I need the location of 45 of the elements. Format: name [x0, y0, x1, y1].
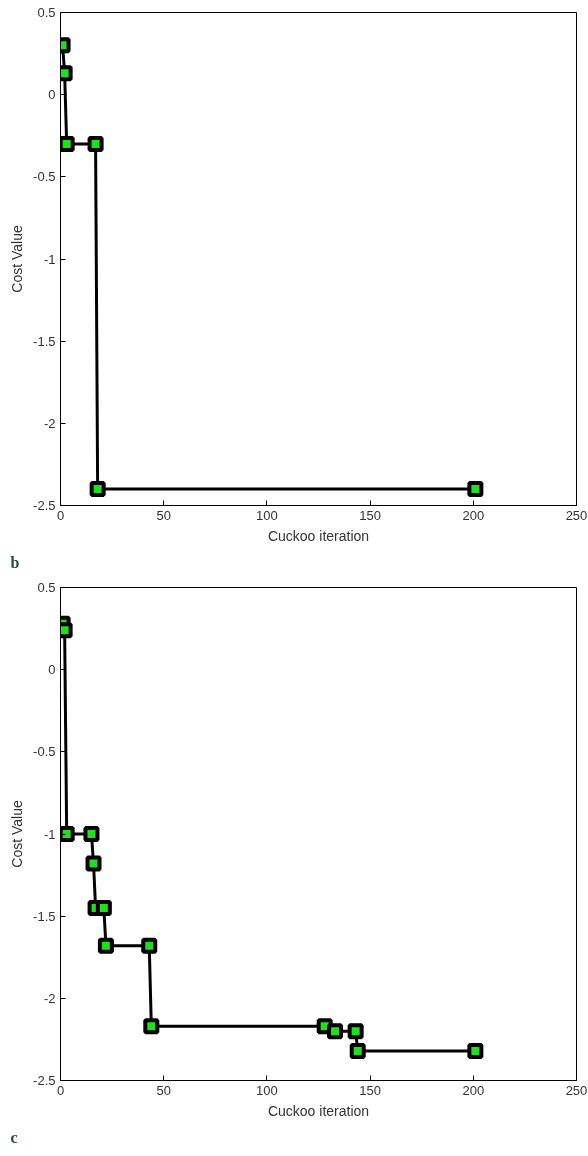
y-tick-label: -0.5: [33, 744, 56, 760]
point: [83, 826, 100, 842]
y-tick-label: 0: [48, 87, 56, 103]
x-axis-title: Cuckoo iteration: [267, 527, 370, 544]
x-axis-title: Cuckoo iteration: [267, 1102, 370, 1119]
text: c: [10, 1128, 18, 1146]
x-tick-label: 50: [156, 507, 171, 523]
y-tick-label: -1.5: [33, 333, 56, 349]
y-axis-title: Cost Value: [9, 800, 26, 868]
x-tick-label: 150: [359, 1082, 381, 1098]
y-tick-label: -2.5: [33, 1073, 56, 1088]
point: [467, 1042, 484, 1059]
y-tick-label: -2: [43, 990, 56, 1006]
point: [95, 899, 112, 916]
y-tick-label: -1: [43, 826, 56, 842]
y-tick-label: 0.5: [37, 580, 56, 595]
point: [60, 135, 75, 152]
text: b: [10, 553, 20, 571]
y-tick-label: -1.5: [33, 908, 56, 924]
point: [327, 1023, 344, 1040]
x-tick-label: 200: [462, 1082, 485, 1098]
y-tick-label: 0: [48, 662, 56, 678]
x-tick-label: 100: [256, 507, 278, 523]
point: [89, 481, 106, 498]
y-tick-label: -0.5: [33, 169, 56, 185]
y-tick-label: 0.5: [37, 5, 56, 20]
point: [347, 1023, 364, 1040]
point: [143, 1018, 160, 1035]
y-tick-label: -2.5: [33, 498, 56, 513]
point: [97, 937, 114, 954]
x-tick-label: 250: [565, 1082, 588, 1098]
x-tick-label: 200: [462, 507, 485, 523]
point: [141, 937, 158, 954]
point: [60, 826, 75, 842]
x-tick-label: 250: [565, 507, 588, 523]
y-tick-label: -2: [43, 415, 56, 431]
point: [87, 135, 104, 152]
y-axis-title: Cost Value: [9, 225, 26, 293]
y-tick-label: -1: [43, 251, 56, 267]
point: [349, 1042, 366, 1059]
point: [85, 855, 102, 872]
x-tick-label: 100: [256, 1082, 278, 1098]
x-tick-label: 50: [156, 1082, 171, 1098]
point: [467, 481, 484, 498]
x-tick-label: 150: [359, 507, 381, 523]
